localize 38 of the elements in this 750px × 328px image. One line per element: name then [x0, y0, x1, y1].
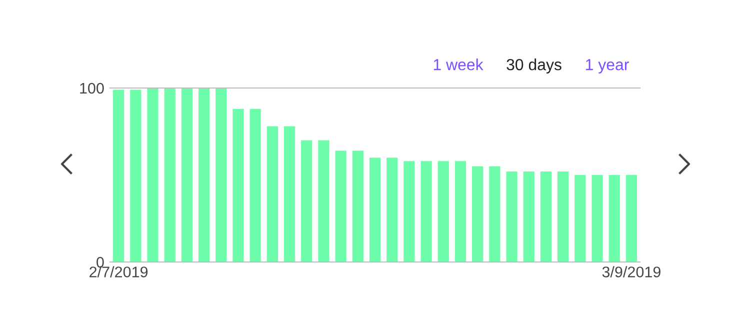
bar: [420, 161, 432, 262]
bar: [386, 158, 398, 262]
bar: [147, 88, 158, 262]
text: 1 year: [586, 59, 629, 74]
bar: [454, 161, 466, 262]
x-tick-label: 3/9/2019: [602, 266, 660, 278]
bar: [266, 126, 278, 262]
bar: [301, 140, 312, 262]
bar: [164, 88, 176, 262]
y-tick-label: 0: [96, 256, 104, 268]
bar: [198, 88, 210, 262]
x-tick-label: 2/7/2019: [90, 266, 148, 278]
y-tick-label: 100: [80, 82, 104, 94]
bar: [489, 166, 500, 262]
bar: [626, 175, 638, 262]
bar: [335, 150, 346, 262]
bar: [112, 90, 124, 262]
bar: [352, 150, 364, 262]
bar: [472, 166, 484, 262]
bar: [592, 175, 603, 262]
bar: [506, 172, 518, 262]
bar: [181, 88, 192, 262]
bar: [438, 161, 449, 262]
bar: [574, 175, 586, 262]
bar: [216, 88, 227, 262]
bar: [318, 140, 330, 262]
bar: [284, 126, 296, 262]
bar: [540, 172, 552, 262]
bar: [523, 172, 534, 262]
bar: [404, 161, 415, 262]
bar: [608, 175, 620, 262]
bar: [369, 158, 381, 262]
text: 1 week: [434, 58, 484, 70]
bar: [232, 108, 244, 262]
bar: [250, 108, 261, 262]
text: 30 days: [506, 58, 562, 74]
bar: [130, 90, 142, 262]
bar: [558, 172, 569, 262]
